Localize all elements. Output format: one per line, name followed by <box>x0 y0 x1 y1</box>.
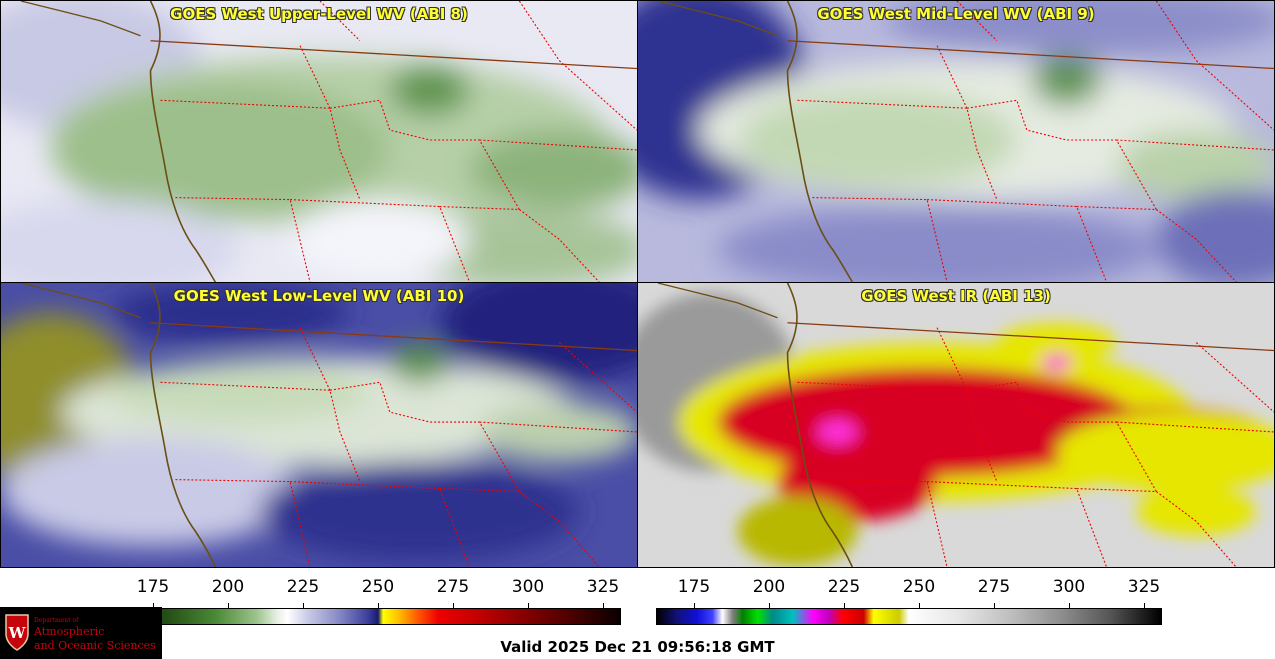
ir-imagery <box>638 283 1274 567</box>
panel-title: GOES West Low-Level WV (ABI 10) <box>173 287 465 305</box>
valid-time-label: Valid 2025 Dec 21 09:56:18 GMT <box>500 638 775 656</box>
uw-aos-logo[interactable]: W Department of Atmospheric and Oceanic … <box>0 607 162 659</box>
low-wv-imagery <box>1 283 637 567</box>
ir-colorbar-tick <box>694 603 695 608</box>
panel-low-level-wv: GOES West Low-Level WV (ABI 10) <box>0 282 638 568</box>
ir-colorbar-tick-label: 225 <box>827 577 861 597</box>
ir-colorbar-tick-label: 250 <box>902 577 936 597</box>
ir-colorbar-tick <box>919 603 920 608</box>
panel-title: GOES West IR (ABI 13) <box>861 287 1051 305</box>
ir-colorbar-tick <box>994 603 995 608</box>
ir-colorbar-tick <box>1069 603 1070 608</box>
wv-colorbar-tick-label: 200 <box>211 577 245 597</box>
wv-colorbar-tick <box>603 603 604 608</box>
uw-shield-icon: W <box>5 614 29 651</box>
ir-colorbar-tick-label: 275 <box>977 577 1011 597</box>
wv-colorbar-tick <box>153 603 154 608</box>
shield-letter: W <box>8 624 27 642</box>
panel-mid-level-wv: GOES West Mid-Level WV (ABI 9) <box>637 0 1275 283</box>
wv-colorbar <box>115 608 621 625</box>
panel-ir: GOES West IR (ABI 13) <box>637 282 1275 568</box>
ir-colorbar-tick-label: 300 <box>1052 577 1086 597</box>
ir-colorbar-tick-label: 325 <box>1127 577 1161 597</box>
wv-colorbar-tick-label: 225 <box>286 577 320 597</box>
panel-title: GOES West Mid-Level WV (ABI 9) <box>817 5 1095 23</box>
mid-wv-imagery <box>638 1 1274 282</box>
wv-colorbar-tick-label: 325 <box>586 577 620 597</box>
panel-upper-level-wv: GOES West Upper-Level WV (ABI 8) <box>0 0 638 283</box>
ir-colorbar-tick <box>844 603 845 608</box>
ir-colorbar-tick-label: 200 <box>752 577 786 597</box>
wv-colorbar-tick <box>228 603 229 608</box>
logo-line2: and Oceanic Sciences <box>34 639 156 652</box>
wv-colorbar-tick-label: 175 <box>136 577 170 597</box>
wv-colorbar-tick-label: 275 <box>436 577 470 597</box>
ir-colorbar-tick <box>1144 603 1145 608</box>
wv-colorbar-tick <box>303 603 304 608</box>
wv-colorbar-tick <box>378 603 379 608</box>
logo-dept-text: Department of <box>34 617 79 624</box>
ir-colorbar-tick-label: 175 <box>677 577 711 597</box>
panel-title: GOES West Upper-Level WV (ABI 8) <box>170 5 468 23</box>
wv-colorbar-tick-label: 300 <box>511 577 545 597</box>
wv-colorbar-tick <box>453 603 454 608</box>
logo-line1: Atmospheric <box>34 625 105 638</box>
ir-colorbar <box>656 608 1162 625</box>
wv-colorbar-tick-label: 250 <box>361 577 395 597</box>
upper-wv-imagery <box>1 1 637 282</box>
wv-colorbar-tick <box>528 603 529 608</box>
ir-colorbar-tick <box>769 603 770 608</box>
